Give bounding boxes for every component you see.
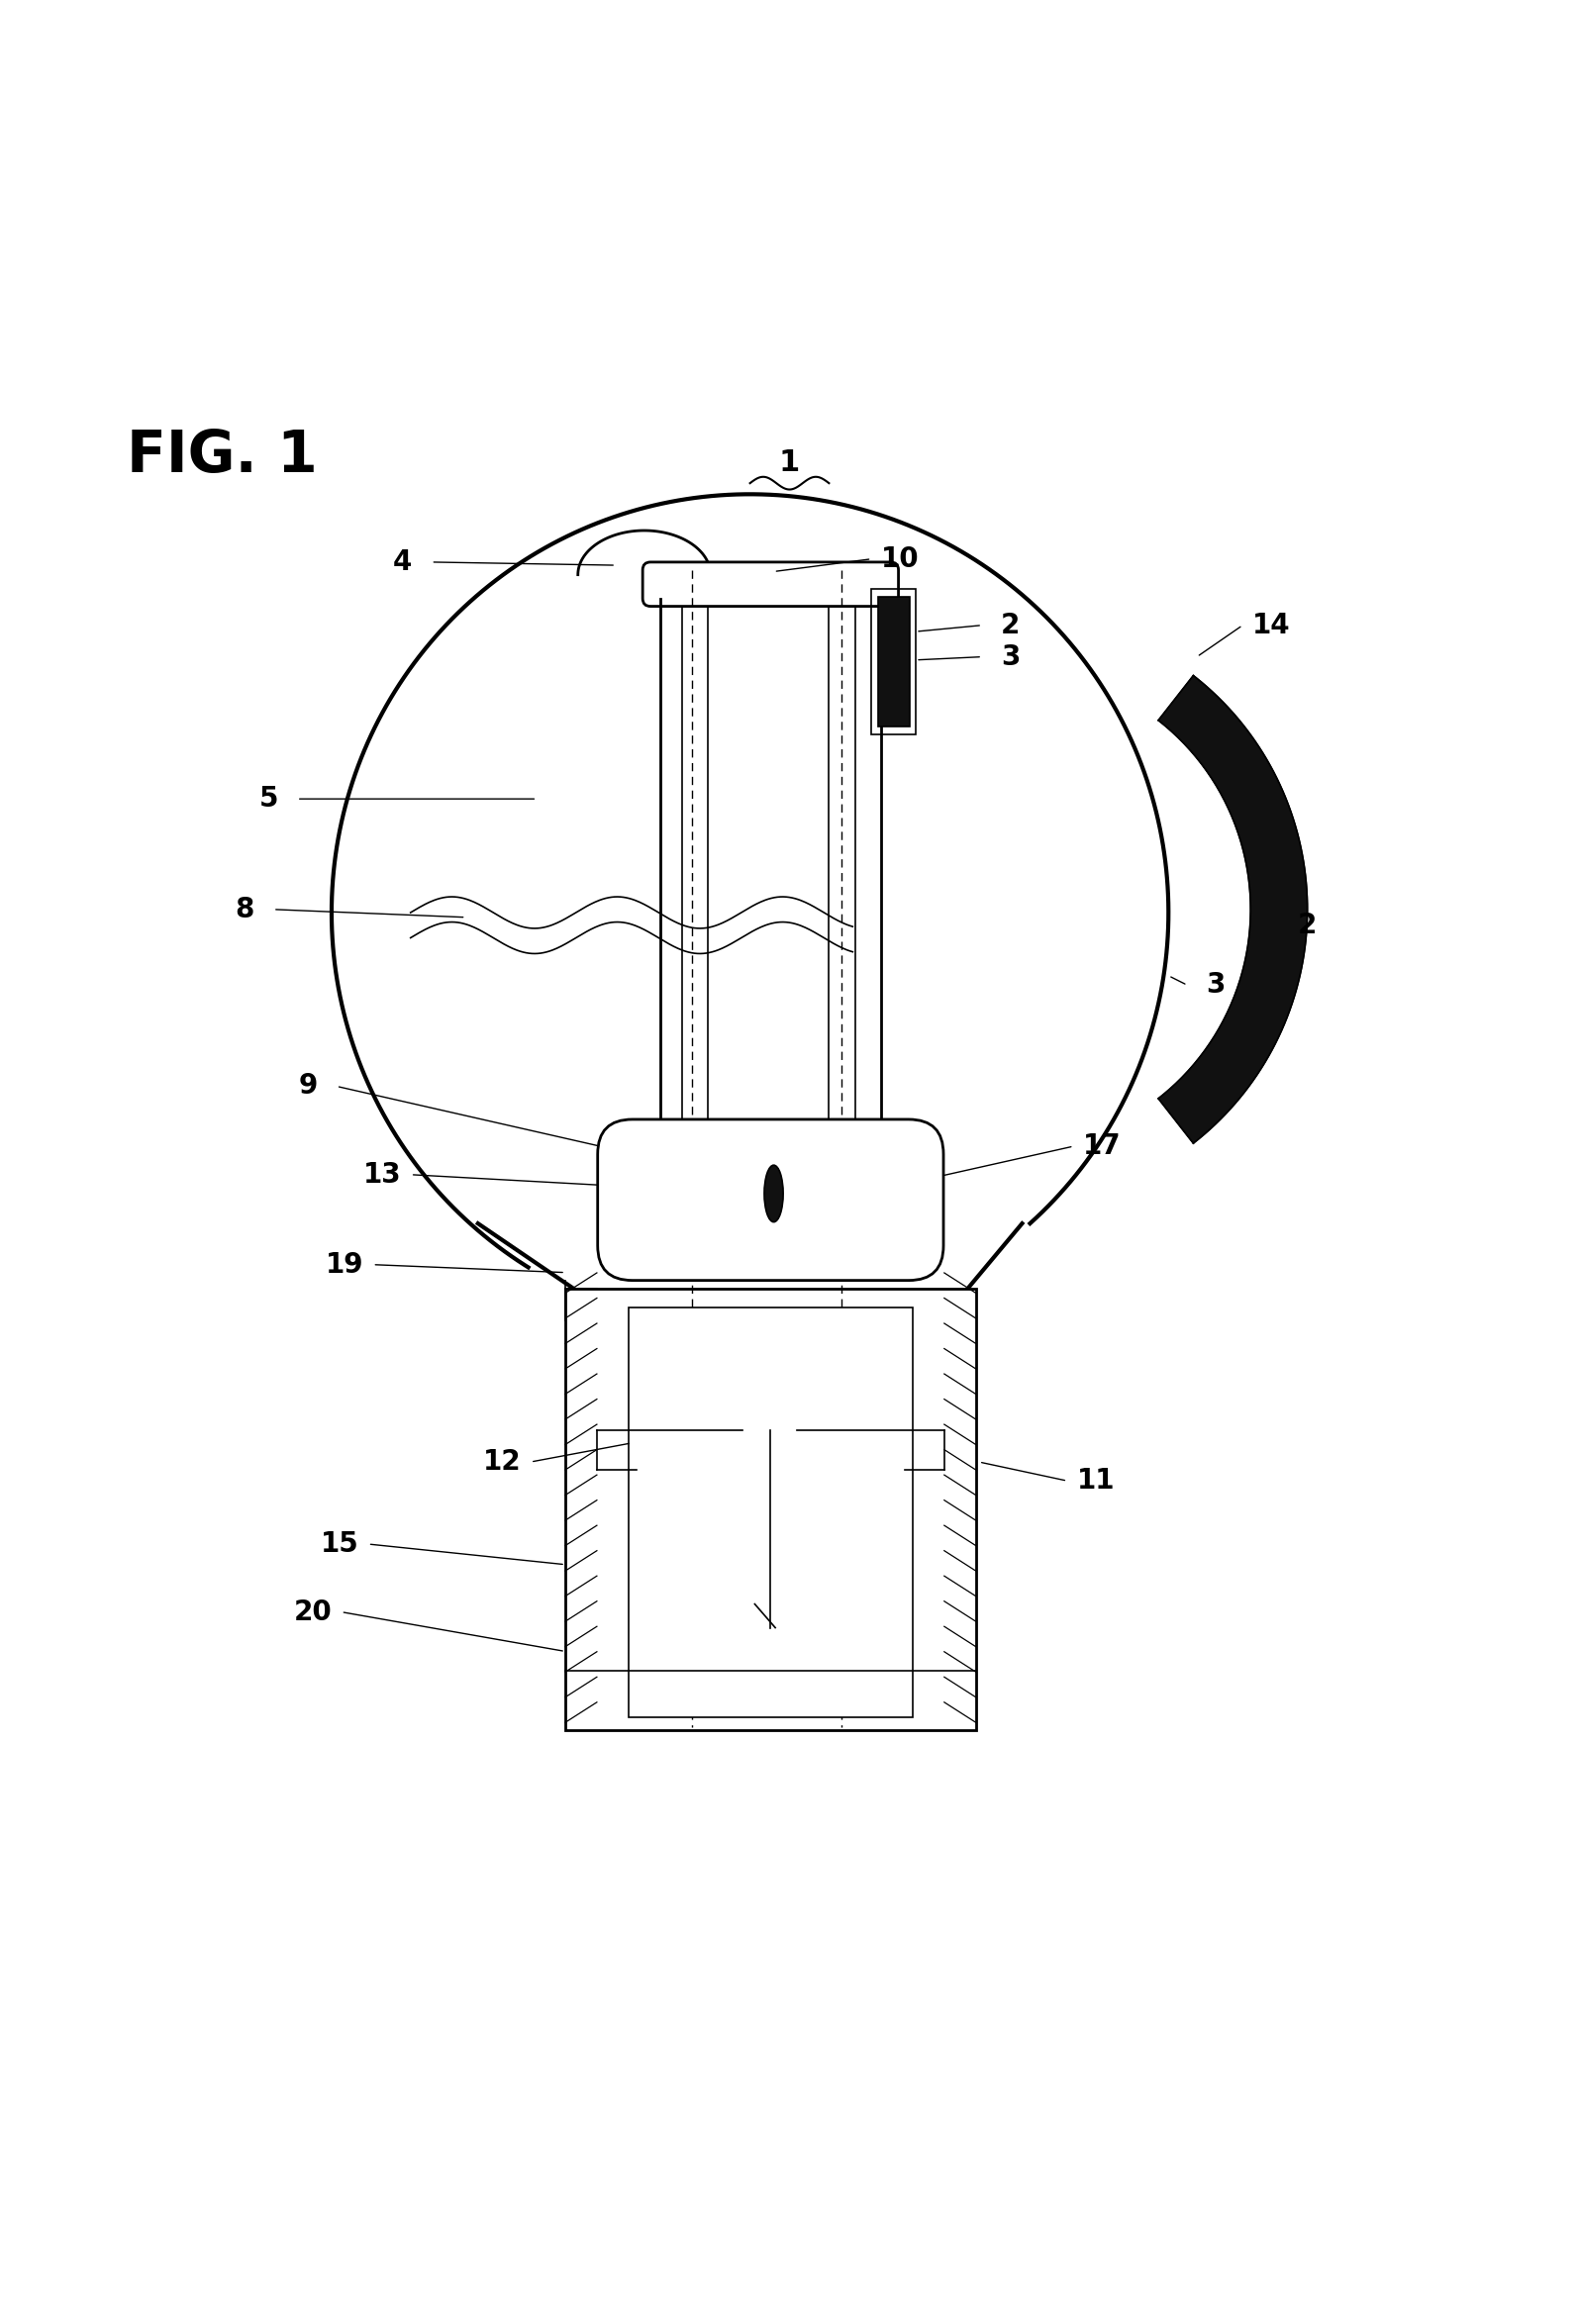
Bar [878, 597, 910, 727]
Text: 10: 10 [881, 546, 919, 572]
Text: 14: 14 [1252, 611, 1290, 639]
FancyBboxPatch shape [597, 1120, 943, 1281]
FancyBboxPatch shape [643, 562, 898, 607]
Text: 5: 5 [259, 786, 278, 813]
Text: FIG. 1: FIG. 1 [126, 428, 317, 483]
Text: 12: 12 [483, 1448, 521, 1476]
Text: 2: 2 [1001, 611, 1020, 639]
Text: 19: 19 [325, 1250, 363, 1278]
Text: 4: 4 [393, 548, 412, 576]
Text: 17: 17 [1083, 1132, 1121, 1160]
Text: 13: 13 [363, 1160, 401, 1188]
Polygon shape [1159, 676, 1307, 1143]
Text: 3: 3 [1206, 971, 1225, 999]
Text: 2: 2 [1298, 911, 1317, 939]
Bar [872, 588, 916, 734]
Bar [565, 1287, 976, 1731]
Ellipse shape [764, 1164, 783, 1222]
Bar [628, 1306, 913, 1717]
Text: 15: 15 [321, 1529, 358, 1557]
Text: 3: 3 [1001, 644, 1020, 672]
Text: 9: 9 [298, 1071, 317, 1099]
Text: 1: 1 [778, 449, 801, 476]
Text: 8: 8 [235, 895, 254, 923]
Text: 11: 11 [1077, 1466, 1115, 1494]
Text: 20: 20 [294, 1599, 332, 1627]
